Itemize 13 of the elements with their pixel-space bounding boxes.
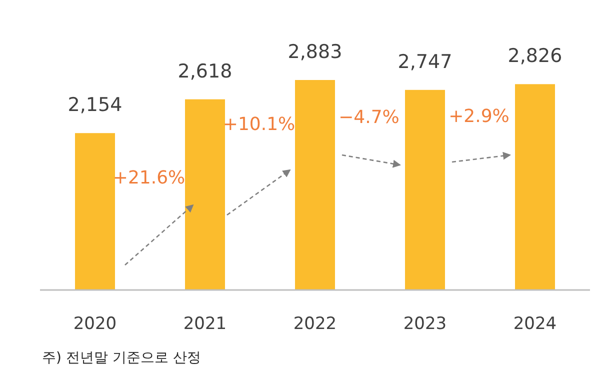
x-tick-label: 2024 [513, 314, 557, 334]
annotation: +2.9% [448, 106, 510, 128]
data-label: 2,826 [508, 45, 562, 68]
x-tick-label: 2023 [403, 314, 447, 334]
data-label: 2,747 [398, 50, 452, 73]
data-label: 2,618 [178, 60, 232, 82]
text: 주) 전년말 기준으로 산정 [42, 350, 201, 366]
x-tick-label: 2020 [73, 314, 117, 334]
x-tick-label: 2022 [293, 314, 337, 334]
x-tick-label: 2021 [183, 314, 227, 334]
data-label: 2,154 [68, 94, 122, 116]
data-label: 2,883 [288, 41, 342, 63]
annotation: −4.7% [338, 106, 400, 128]
